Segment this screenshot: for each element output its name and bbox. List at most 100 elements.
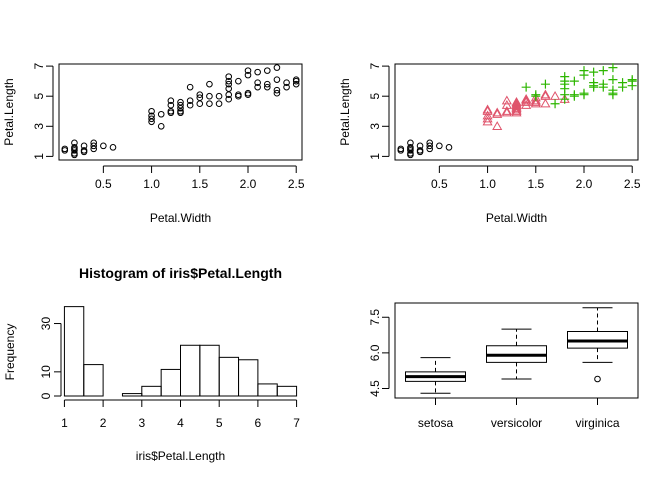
- data-point: [109, 144, 117, 151]
- data-point: [530, 98, 541, 108]
- x-axis-label: iris$Petal.Length: [136, 449, 225, 463]
- data-point: [167, 101, 175, 109]
- data-point: [540, 89, 551, 99]
- data-point: [521, 94, 532, 103]
- data-point: [71, 144, 78, 151]
- data-point: [225, 73, 233, 80]
- data-point: [416, 147, 424, 154]
- data-point: [569, 90, 579, 100]
- data-point: [501, 95, 512, 105]
- data-point: [550, 99, 560, 109]
- data-point: [511, 98, 522, 108]
- histogram-bar: [276, 385, 298, 397]
- x-tick-label: 1.5: [191, 177, 208, 191]
- y-tick-label: 30: [39, 317, 53, 331]
- data-point: [273, 86, 281, 94]
- x-tick-label: 0.5: [431, 177, 448, 191]
- x-tick-label: 6: [255, 416, 262, 430]
- x-tick-label: 5: [216, 416, 223, 430]
- x-tick-label: 1.5: [527, 177, 544, 191]
- data-point: [292, 77, 300, 85]
- data-point: [186, 97, 194, 105]
- x-axis-label: Petal.Width: [150, 211, 211, 225]
- y-tick-label: 7: [32, 62, 46, 69]
- y-tick-label: 3: [32, 123, 46, 130]
- data-point: [426, 142, 434, 150]
- y-tick-label: 5: [368, 93, 382, 100]
- plot-frame: [58, 63, 303, 161]
- data-point: [560, 72, 570, 82]
- boxplot-by-species: setosa versicolor virginica 4.5 6.0 7.5: [368, 302, 639, 430]
- data-point: [244, 71, 252, 79]
- data-point: [426, 139, 434, 147]
- scatter-petal-plain: 0.5 1.0 1.5 2.0 2.5 1 3 5 7 Petal.Width Petal.Leng…: [2, 62, 305, 225]
- data-point: [521, 82, 531, 92]
- data-point: [569, 76, 579, 86]
- data-point: [177, 101, 184, 109]
- data-point: [511, 107, 522, 117]
- data-point: [579, 88, 589, 98]
- data-point: [80, 142, 88, 150]
- data-point: [511, 106, 522, 115]
- data-point: [511, 101, 522, 111]
- histogram-bar: [83, 364, 104, 397]
- data-point: [283, 79, 290, 86]
- data-point: [225, 95, 233, 103]
- data-point: [273, 89, 281, 97]
- x-tick-label: 2.0: [240, 177, 257, 191]
- data-point: [407, 144, 414, 151]
- data-point: [492, 109, 503, 118]
- histogram-bar: [238, 359, 259, 397]
- data-point: [225, 80, 233, 88]
- data-point: [608, 63, 618, 73]
- data-point: [254, 68, 261, 76]
- histogram-bar: [180, 344, 201, 397]
- y-tick-label: 7.5: [368, 309, 382, 326]
- y-tick-label: 0: [39, 392, 53, 399]
- histogram-bar: [63, 306, 85, 397]
- data-point: [511, 100, 522, 109]
- x-tick-label: 4: [177, 416, 184, 430]
- data-point: [511, 97, 522, 106]
- data-point: [263, 83, 271, 91]
- x-tick-label: 2.5: [288, 177, 305, 191]
- chart-title: Histogram of iris$Petal.Length: [79, 265, 282, 281]
- data-point: [215, 100, 223, 108]
- y-tick-label: 1: [368, 153, 382, 160]
- histogram-bar: [257, 383, 278, 397]
- data-point: [598, 66, 608, 76]
- data-point: [530, 97, 541, 106]
- data-point: [608, 75, 618, 85]
- x-tick-label: 1.0: [143, 177, 160, 191]
- scatter-petal-by-species: 0.5 1.0 1.5 2.0 2.5 1 3 5 7 Petal.Width Petal.Leng…: [338, 62, 641, 225]
- y-tick-label: 7: [368, 62, 382, 69]
- y-axis-label: Petal.Length: [338, 78, 352, 145]
- data-point: [589, 78, 599, 88]
- data-point: [492, 121, 503, 130]
- data-point: [225, 85, 233, 92]
- data-point: [292, 80, 300, 88]
- data-point: [263, 67, 271, 74]
- data-point: [598, 79, 608, 89]
- data-point: [501, 107, 512, 117]
- data-point: [416, 142, 424, 150]
- data-point: [521, 95, 532, 105]
- y-axis-label: Frequency: [3, 324, 17, 381]
- data-point: [482, 113, 493, 123]
- data-point: [627, 75, 637, 85]
- data-point: [283, 83, 290, 91]
- x-tick-label: 3: [138, 416, 145, 430]
- data-point: [80, 147, 88, 154]
- data-point: [186, 101, 194, 109]
- data-point: [530, 92, 541, 102]
- histogram-petal-length: Histogram of iris$Petal.Length 1 2 3 4 5 6 7 0 10…: [3, 265, 300, 463]
- y-tick-label: 6.0: [368, 344, 382, 361]
- x-tick-label: 0.5: [95, 177, 112, 191]
- data-point: [482, 106, 493, 115]
- data-point: [579, 66, 589, 76]
- data-point: [157, 122, 165, 130]
- y-tick-label: 10: [39, 365, 53, 379]
- data-point: [407, 139, 414, 147]
- data-point: [157, 110, 165, 118]
